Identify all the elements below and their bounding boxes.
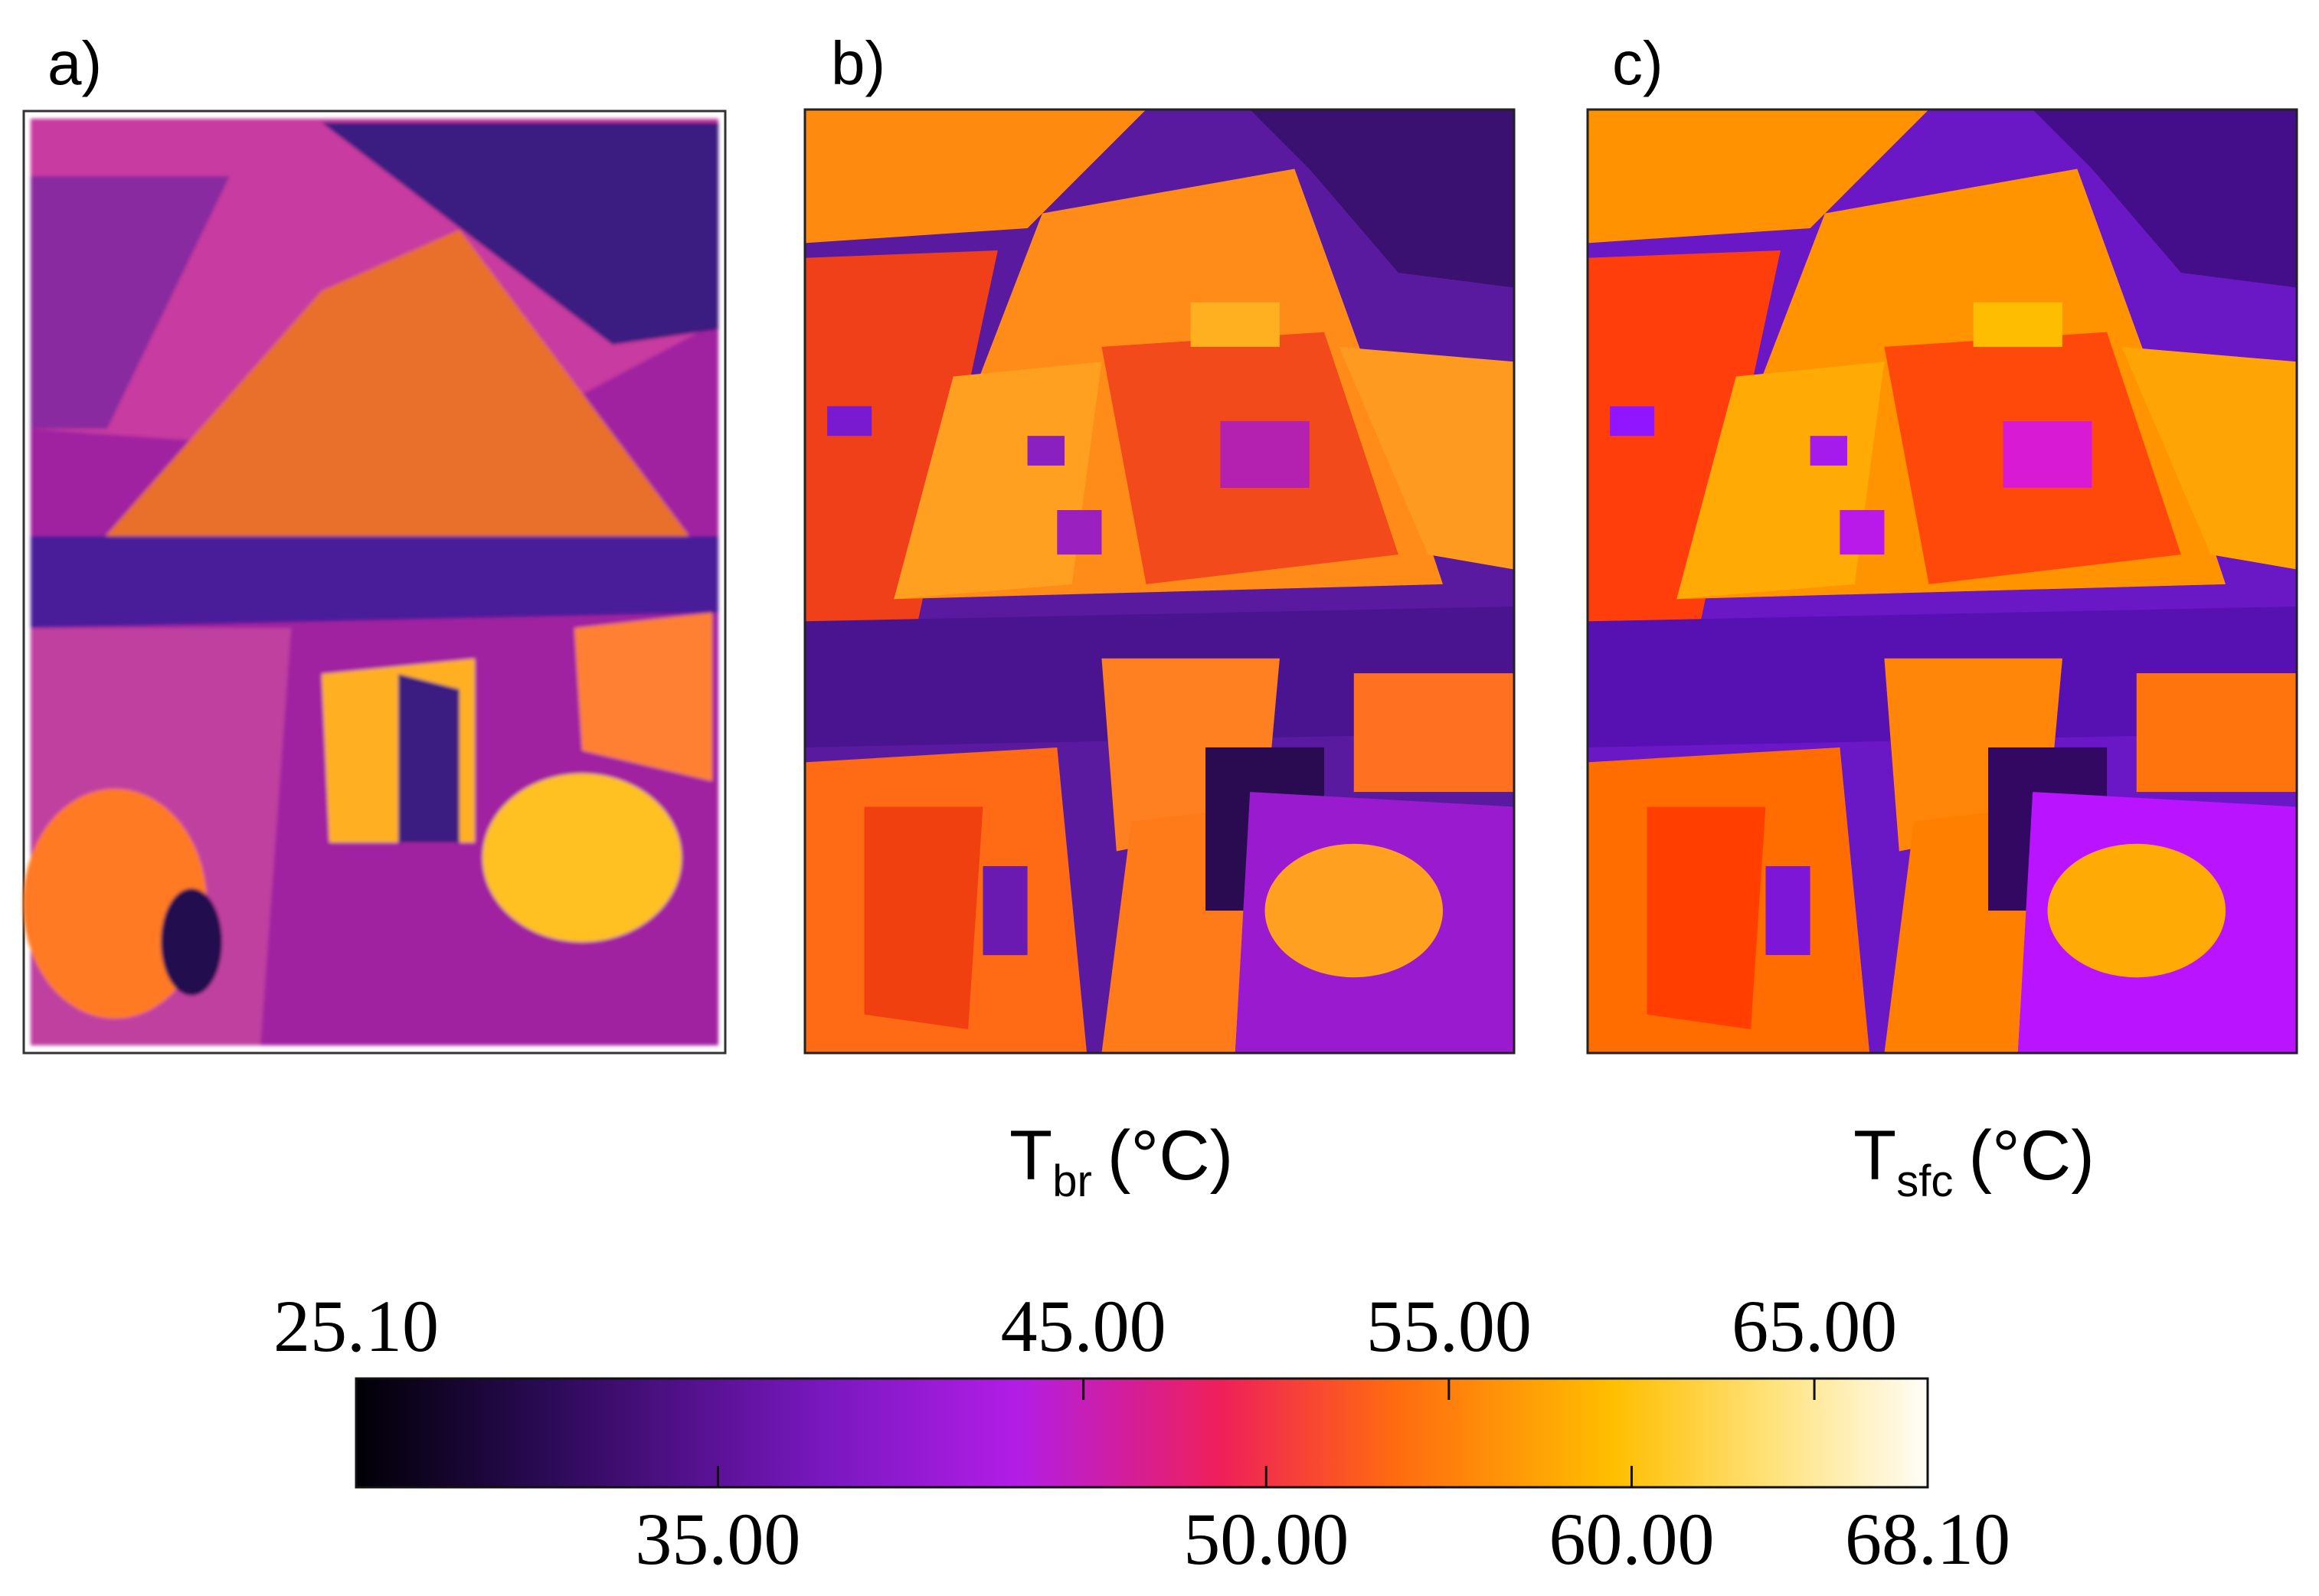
caption-unit: (°C) [1968,1117,2095,1195]
panel-frame [803,108,1516,1055]
panel-label: c) [1612,29,1663,97]
panel-frame [1586,108,2298,1055]
tick-label: 55.00 [1366,1285,1532,1367]
tick-label: 25.10 [273,1285,439,1367]
caption-subscript: sfc [1896,1156,1953,1206]
thermal-image [805,110,1514,1053]
tick-label: 45.00 [1001,1285,1166,1367]
panel-label: b) [831,29,885,97]
tick-label: 65.00 [1732,1285,1897,1367]
panel-label: a) [47,29,102,97]
caption-subscript: br [1052,1156,1092,1206]
tick-label: 60.00 [1549,1498,1714,1580]
tick-label: 35.00 [635,1498,800,1580]
caption: Tsfc (°C) [1853,1117,2095,1206]
colorbar [355,1377,1929,1489]
caption-symbol: T [1853,1117,1896,1195]
thermal-image [23,119,718,1045]
tick-label: 50.00 [1183,1498,1349,1580]
caption: Tbr (°C) [1009,1117,1233,1206]
caption-symbol: T [1009,1117,1052,1195]
thermal-image [1588,110,2297,1053]
tick-label: 68.10 [1845,1498,2010,1580]
caption-unit: (°C) [1107,1117,1234,1195]
